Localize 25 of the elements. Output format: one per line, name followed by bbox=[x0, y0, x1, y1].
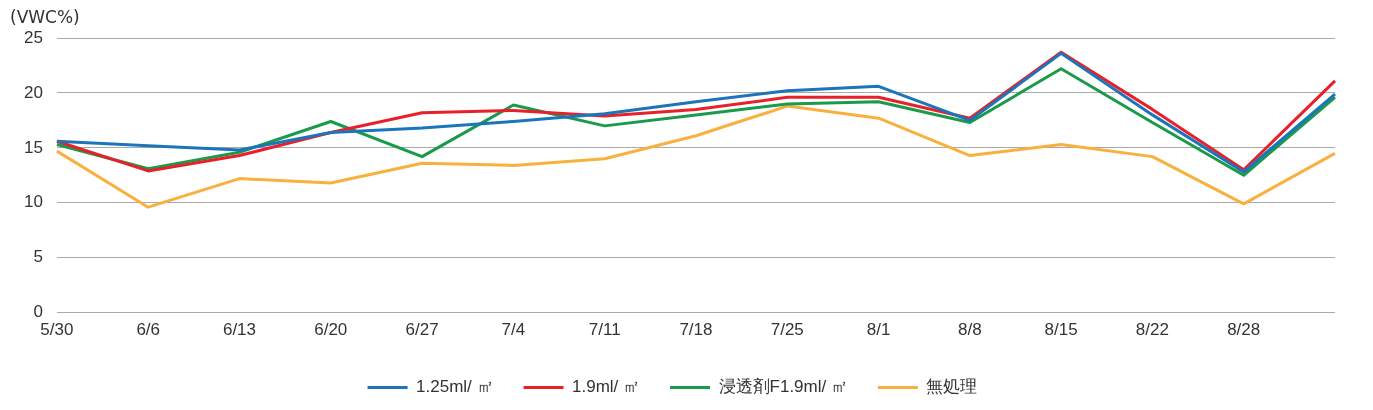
x-tick-label: 6/13 bbox=[222, 320, 257, 340]
y-axis-title: (VWC%) bbox=[10, 6, 80, 27]
y-tick-label: 5 bbox=[33, 247, 43, 267]
x-tick-label: 7/18 bbox=[679, 320, 713, 340]
y-tick-label: 20 bbox=[23, 82, 43, 102]
x-tick-label: 6/6 bbox=[136, 320, 161, 340]
y-tick-label: 25 bbox=[23, 27, 43, 47]
y-tick-label: 10 bbox=[23, 192, 43, 212]
x-tick-label: 8/15 bbox=[1044, 320, 1078, 340]
x-tick-label: 8/8 bbox=[958, 320, 982, 340]
x-tick-label: 8/28 bbox=[1227, 320, 1261, 340]
x-tick-label: 7/11 bbox=[588, 320, 621, 340]
y-tick-label: 15 bbox=[23, 137, 43, 157]
legend-label: 1.9ml/ ㎡ bbox=[572, 377, 641, 397]
x-tick-label: 7/25 bbox=[770, 320, 804, 340]
x-tick-label: 7/4 bbox=[501, 320, 526, 340]
legend-label: 無処理 bbox=[926, 377, 978, 397]
x-tick-label: 8/22 bbox=[1135, 320, 1169, 340]
x-tick-label: 8/1 bbox=[866, 320, 891, 340]
x-tick-label: 6/20 bbox=[314, 320, 348, 340]
x-tick-label: 5/30 bbox=[40, 320, 74, 340]
legend-label: 1.25ml/ ㎡ bbox=[416, 377, 494, 397]
legend-label: 浸透剤F1.9ml/ ㎡ bbox=[718, 377, 848, 397]
x-tick-label: 6/27 bbox=[405, 320, 439, 340]
y-tick-label: 0 bbox=[33, 302, 43, 322]
